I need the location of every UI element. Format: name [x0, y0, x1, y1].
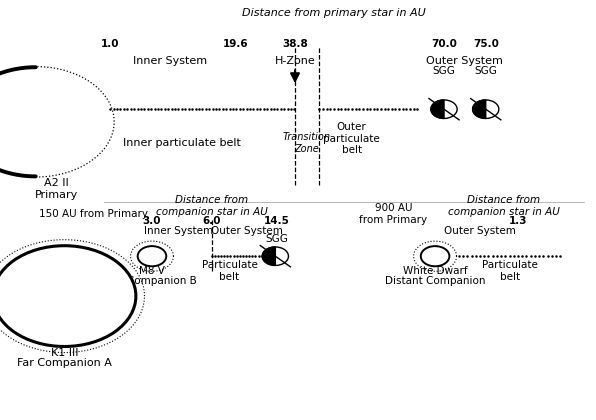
Text: Far Companion B: Far Companion B: [108, 276, 196, 286]
Text: 1.0: 1.0: [101, 39, 120, 49]
Text: SGG: SGG: [474, 66, 497, 76]
Text: 75.0: 75.0: [473, 39, 499, 49]
Circle shape: [421, 246, 449, 266]
Text: 6.0: 6.0: [202, 215, 221, 226]
Text: A2 II: A2 II: [44, 178, 69, 188]
Text: Distant Companion: Distant Companion: [385, 276, 485, 286]
Text: Outer System: Outer System: [444, 226, 516, 236]
Wedge shape: [262, 247, 275, 265]
Text: Outer System: Outer System: [427, 56, 503, 66]
Circle shape: [431, 100, 457, 118]
Circle shape: [0, 246, 136, 346]
Text: Inner System: Inner System: [144, 226, 213, 236]
Text: Distance from
companion star in AU: Distance from companion star in AU: [156, 195, 268, 217]
Text: SGG: SGG: [266, 234, 288, 244]
Text: Inner System: Inner System: [133, 56, 207, 66]
Circle shape: [473, 100, 499, 118]
Text: 70.0: 70.0: [431, 39, 457, 49]
Text: Particulate
belt: Particulate belt: [482, 260, 538, 282]
Wedge shape: [431, 100, 444, 118]
Text: 150 AU from Primary: 150 AU from Primary: [39, 209, 148, 219]
Circle shape: [138, 246, 166, 266]
Text: 3.0: 3.0: [142, 215, 162, 226]
Text: H-Zone: H-Zone: [275, 56, 315, 66]
Text: Distance from
companion star in AU: Distance from companion star in AU: [448, 195, 560, 217]
Text: Particulate
belt: Particulate belt: [201, 260, 257, 282]
Text: K1 III: K1 III: [51, 348, 78, 358]
Text: 900 AU
from Primary: 900 AU from Primary: [359, 203, 427, 225]
Text: 38.8: 38.8: [282, 39, 308, 49]
Text: Transition
Zone: Transition Zone: [283, 132, 330, 154]
Text: Distance from primary star in AU: Distance from primary star in AU: [242, 8, 426, 18]
Text: Far Companion A: Far Companion A: [17, 358, 112, 368]
Text: Primary: Primary: [35, 190, 78, 200]
Text: Outer System: Outer System: [212, 226, 283, 236]
Text: 1.3: 1.3: [509, 215, 528, 226]
Circle shape: [262, 247, 288, 265]
Wedge shape: [473, 100, 486, 118]
Text: 19.6: 19.6: [223, 39, 248, 49]
Text: Inner particulate belt: Inner particulate belt: [123, 138, 241, 148]
Text: M8 V: M8 V: [139, 266, 165, 276]
Text: Outer
particulate
belt: Outer particulate belt: [323, 122, 380, 155]
Text: 14.5: 14.5: [264, 215, 290, 226]
Text: White Dwarf: White Dwarf: [403, 266, 467, 276]
Text: SGG: SGG: [433, 66, 455, 76]
